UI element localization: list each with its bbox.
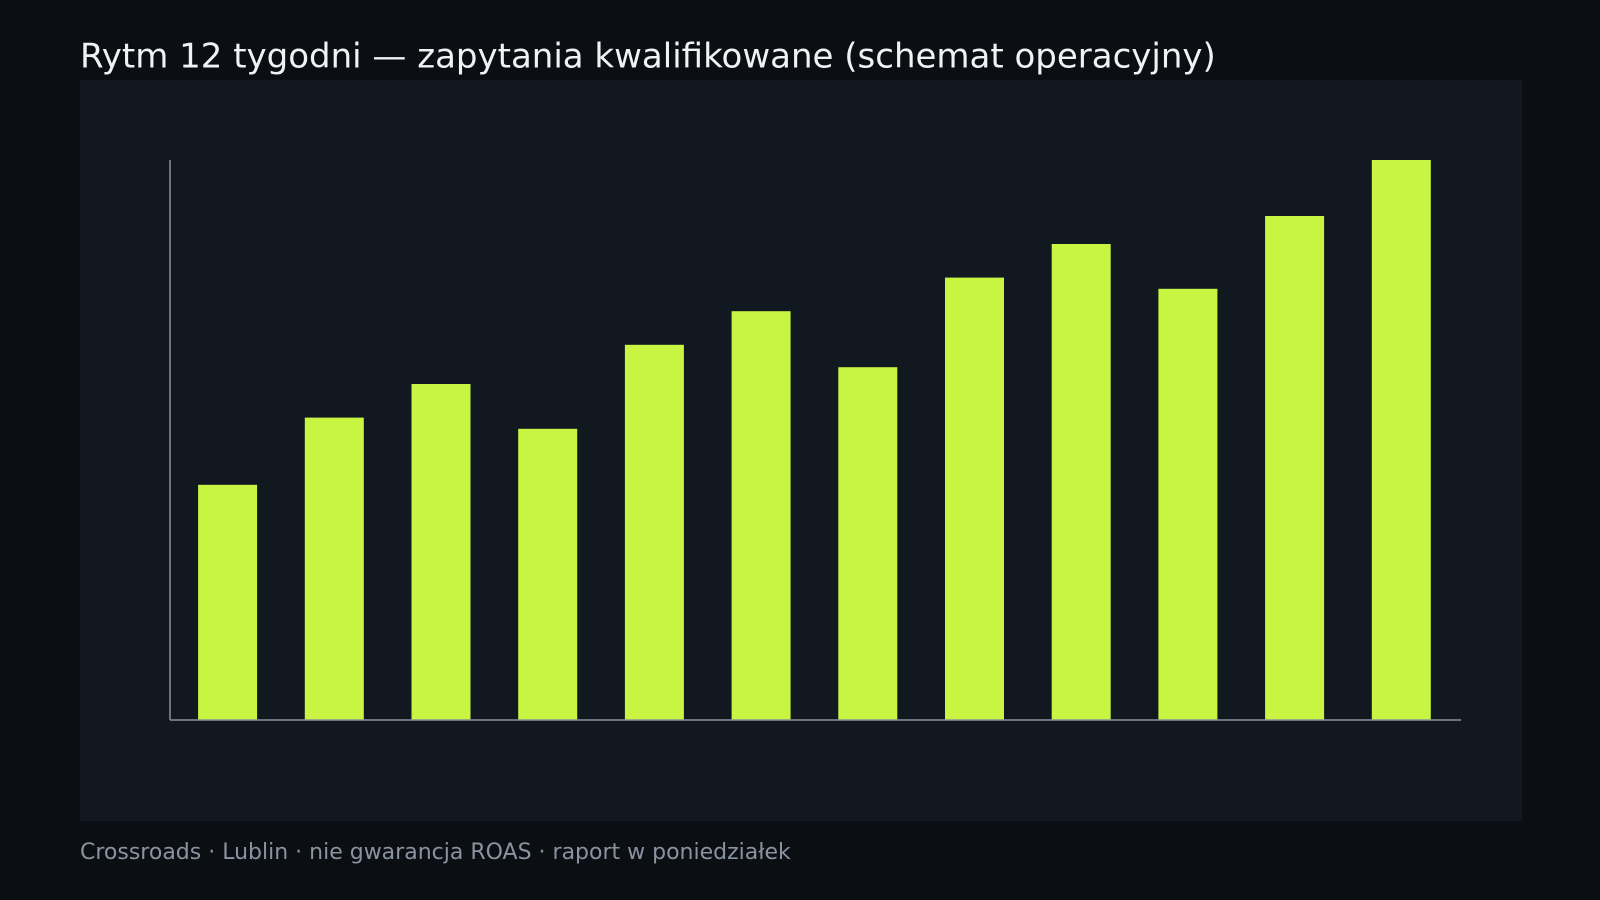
chart-title: Rytm 12 tygodni — zapytania kwalifikowan…: [80, 37, 1216, 77]
bar: [304, 417, 364, 720]
bar: [838, 367, 898, 720]
bar: [945, 277, 1004, 720]
bar: [1051, 244, 1111, 720]
footer-note: Crossroads · Lublin · nie gwarancja ROAS…: [80, 840, 791, 865]
bar: [1265, 216, 1325, 720]
bar: [1158, 288, 1218, 720]
bar: [731, 311, 791, 720]
bar: [518, 428, 578, 720]
bar: [411, 384, 471, 720]
bar: [1371, 160, 1431, 720]
bar: [198, 484, 258, 720]
bar: [624, 344, 684, 720]
